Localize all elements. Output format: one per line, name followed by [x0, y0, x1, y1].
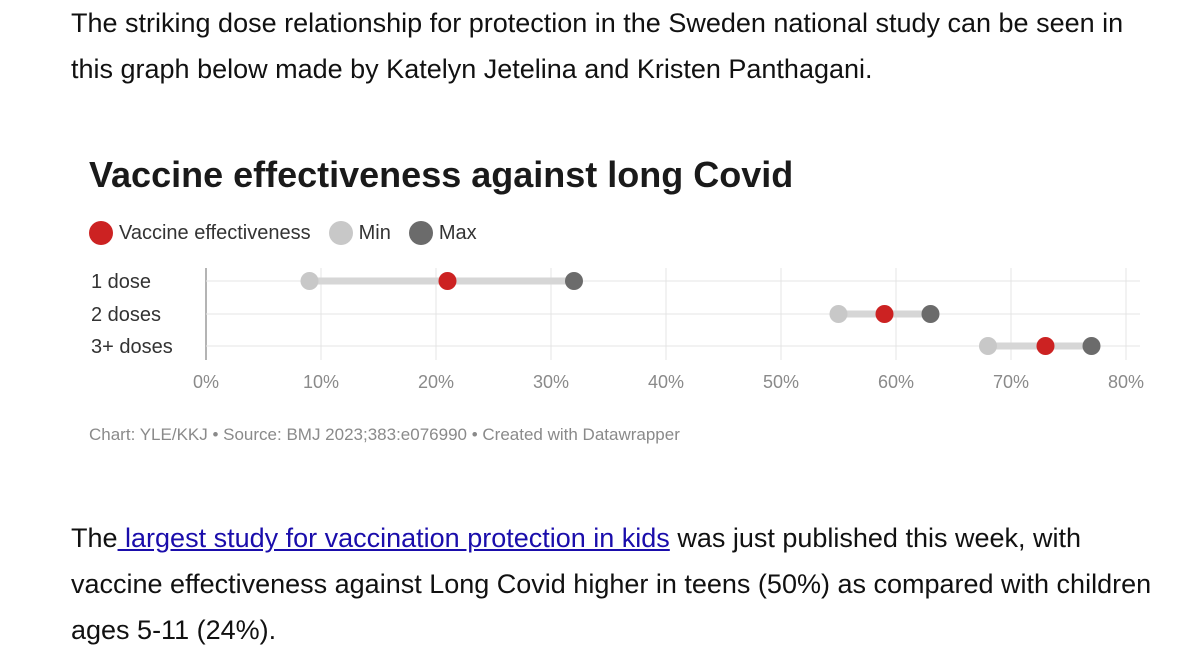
category-label: 3+ doses [91, 336, 173, 358]
min-dot [979, 337, 997, 355]
min-dot [829, 305, 848, 323]
legend-item-max: Max [408, 221, 477, 245]
legend-swatch-min [328, 221, 353, 245]
legend-label-max: Max [438, 221, 477, 244]
x-tick-label: 0% [193, 372, 219, 392]
x-tick-label: 50% [763, 372, 799, 392]
legend-label-min: Min [358, 221, 391, 244]
legend-swatch-effectiveness [89, 221, 113, 245]
chart-plot: 0% 10% 20% 30% 40% 50% 60% 70% 80% 1 dose 2 doses 3… [91, 268, 1144, 392]
outro-suffix: was just published this week, with vacci… [71, 523, 1152, 645]
effectiveness-dot [1036, 337, 1055, 355]
effectiveness-dot [875, 305, 894, 323]
max-dot [1082, 337, 1101, 355]
x-tick-label: 10% [303, 372, 339, 392]
max-dot [921, 305, 940, 323]
x-tick-label: 30% [533, 372, 569, 392]
chart-legend: Vaccine effectiveness Min Max [89, 219, 495, 247]
outro-paragraph: The largest study for vaccination protec… [71, 515, 1171, 653]
outro-prefix: The [71, 523, 118, 553]
legend-label-effectiveness: Vaccine effectiveness [119, 221, 311, 244]
effectiveness-dot [438, 272, 457, 290]
chart-credit: Chart: YLE/KKJ • Source: BMJ 2023;383:e0… [89, 425, 680, 444]
category-label: 2 doses [91, 304, 161, 326]
intro-paragraph: The striking dose relationship for prote… [71, 8, 1124, 84]
x-tick-label: 60% [878, 372, 914, 392]
category-label: 1 dose [91, 271, 151, 293]
legend-swatch-max [408, 221, 433, 245]
x-tick-label: 70% [993, 372, 1029, 392]
x-tick-label: 20% [418, 372, 454, 392]
x-tick-label: 40% [648, 372, 684, 392]
min-dot [300, 272, 319, 290]
legend-item-effectiveness: Vaccine effectiveness [89, 221, 311, 245]
max-dot [565, 272, 583, 290]
legend-item-min: Min [328, 221, 391, 245]
study-link[interactable]: largest study for vaccination protection… [117, 523, 670, 553]
x-tick-label: 80% [1108, 372, 1144, 392]
chart-title: Vaccine effectiveness against long Covid [89, 154, 794, 195]
